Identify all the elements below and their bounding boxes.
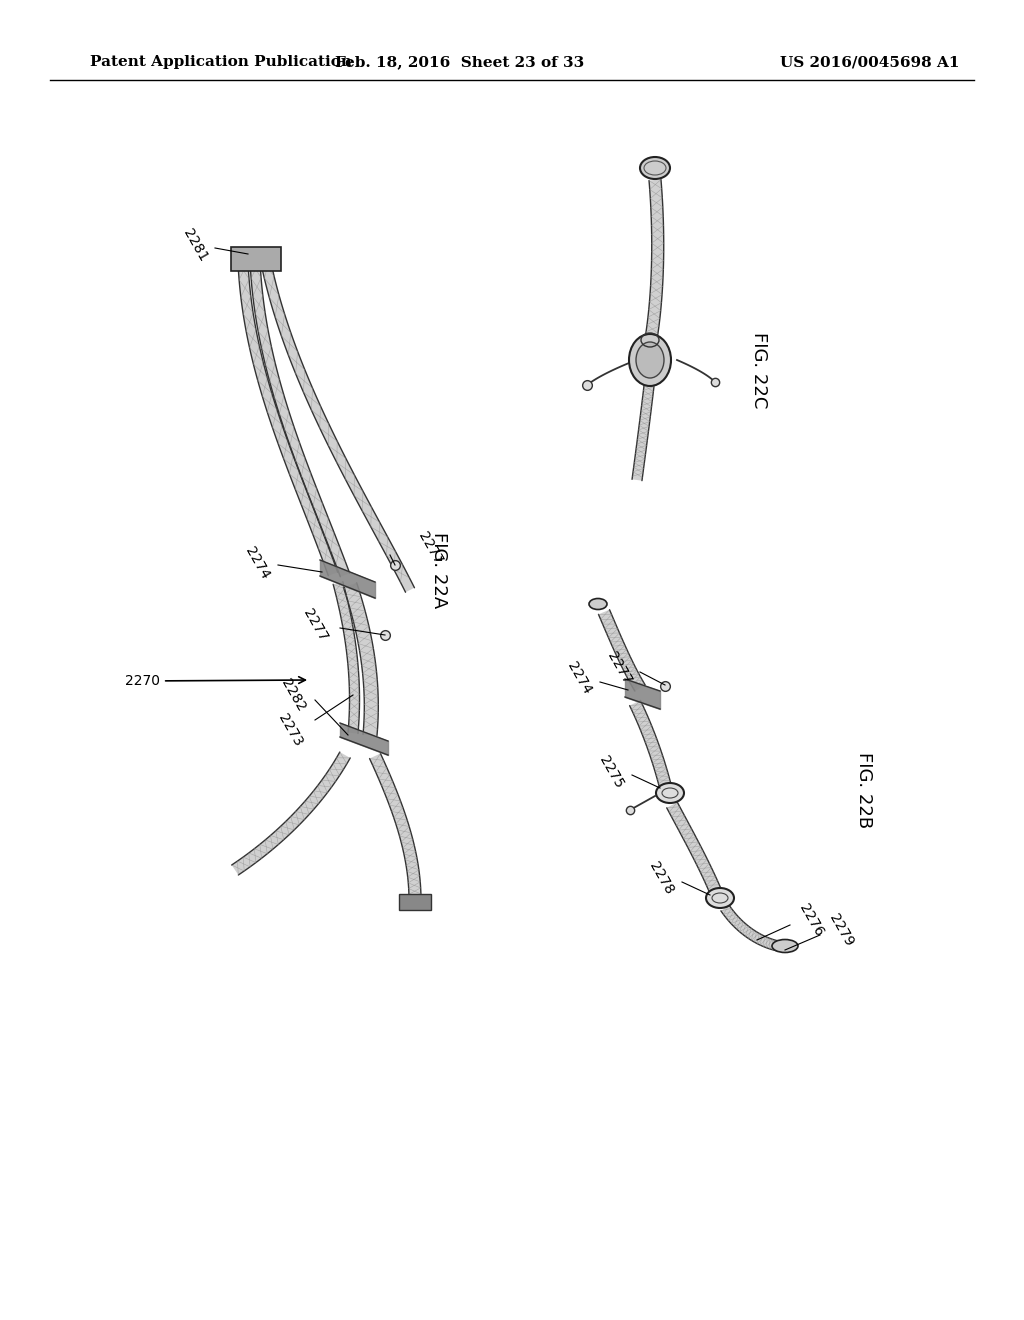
Text: Feb. 18, 2016  Sheet 23 of 33: Feb. 18, 2016 Sheet 23 of 33 [336, 55, 585, 69]
Ellipse shape [656, 783, 684, 803]
Text: 2278: 2278 [646, 859, 676, 896]
Ellipse shape [629, 334, 671, 385]
Polygon shape [333, 582, 359, 734]
Polygon shape [630, 701, 671, 787]
Text: FIG. 22A: FIG. 22A [430, 532, 449, 609]
Polygon shape [667, 803, 721, 892]
Ellipse shape [589, 598, 607, 610]
Text: US 2016/0045698 A1: US 2016/0045698 A1 [780, 55, 959, 69]
Polygon shape [231, 752, 350, 875]
Text: 2276: 2276 [796, 902, 825, 939]
Text: 2277: 2277 [604, 649, 634, 686]
Text: 2274: 2274 [243, 544, 272, 582]
Polygon shape [644, 180, 664, 346]
Polygon shape [238, 261, 338, 576]
Polygon shape [598, 610, 645, 692]
Ellipse shape [636, 342, 664, 378]
Polygon shape [250, 260, 349, 577]
Text: 2281: 2281 [180, 226, 210, 264]
Text: 2277: 2277 [300, 606, 330, 644]
Polygon shape [343, 583, 378, 735]
Text: 2277: 2277 [415, 529, 444, 566]
Text: FIG. 22B: FIG. 22B [855, 752, 873, 828]
Text: FIG. 22C: FIG. 22C [750, 331, 768, 408]
Polygon shape [632, 385, 654, 480]
FancyBboxPatch shape [399, 894, 431, 909]
Polygon shape [721, 906, 779, 950]
Text: 2279: 2279 [826, 911, 856, 949]
Text: 2274: 2274 [564, 660, 594, 697]
Text: 2275: 2275 [596, 754, 626, 791]
Ellipse shape [772, 940, 798, 953]
Text: Patent Application Publication: Patent Application Publication [90, 55, 352, 69]
Text: 2273: 2273 [275, 711, 305, 748]
Polygon shape [370, 754, 421, 900]
Ellipse shape [640, 157, 670, 180]
Ellipse shape [706, 888, 734, 908]
FancyBboxPatch shape [231, 247, 281, 271]
Text: 2282: 2282 [279, 676, 308, 714]
Text: 2270: 2270 [125, 675, 305, 688]
Polygon shape [260, 257, 415, 593]
